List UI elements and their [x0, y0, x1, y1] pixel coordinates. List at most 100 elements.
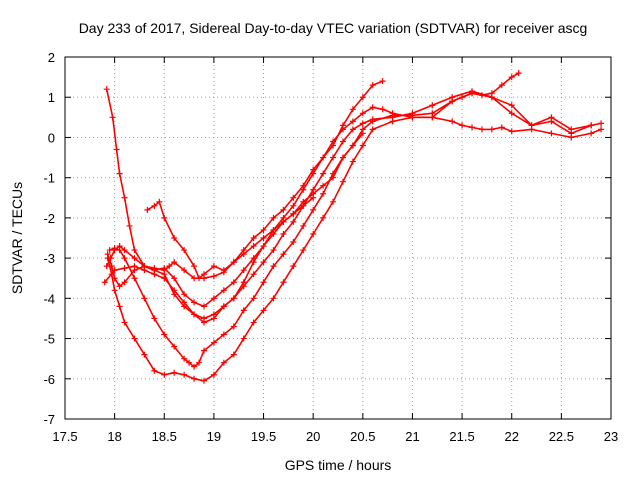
data-point-marker: [300, 247, 307, 254]
data-point-marker: [200, 347, 207, 354]
data-point-marker: [250, 319, 257, 326]
data-point-marker: [240, 267, 247, 274]
data-point-marker: [171, 275, 178, 282]
data-point-marker: [109, 114, 116, 121]
data-point-marker: [210, 295, 217, 302]
series-arc-7: [104, 194, 317, 290]
data-point-marker: [349, 118, 356, 125]
y-tick-label: -6: [43, 372, 55, 387]
data-point-marker: [141, 295, 148, 302]
data-point-marker: [310, 194, 317, 201]
grid-lines: [65, 57, 611, 419]
data-point-marker: [191, 311, 198, 318]
data-point-marker: [260, 243, 267, 250]
data-point-marker: [181, 299, 188, 306]
data-point-marker: [389, 114, 396, 121]
data-point-marker: [131, 335, 138, 342]
series-line: [109, 92, 592, 368]
y-tick-label: 0: [48, 130, 55, 145]
data-point-marker: [111, 287, 118, 294]
data-point-marker: [429, 102, 436, 109]
data-point-marker: [151, 315, 158, 322]
data-point-marker: [121, 255, 128, 262]
data-point-marker: [191, 275, 198, 282]
data-point-marker: [280, 251, 287, 258]
data-point-marker: [126, 222, 133, 229]
data-point-marker: [310, 206, 317, 213]
data-point-marker: [359, 130, 366, 137]
chart-title: Day 233 of 2017, Sidereal Day-to-day VTE…: [79, 20, 588, 36]
data-point-marker: [270, 247, 277, 254]
data-point-marker: [200, 275, 207, 282]
y-tick-label: -5: [43, 332, 55, 347]
data-point-marker: [230, 351, 237, 358]
data-point-marker: [191, 263, 198, 270]
data-point-marker: [171, 343, 178, 350]
data-point-marker: [161, 331, 168, 338]
data-point-marker: [240, 335, 247, 342]
data-point-marker: [230, 295, 237, 302]
series-line: [106, 116, 602, 382]
data-point-marker: [220, 359, 227, 366]
data-point-marker: [449, 118, 456, 125]
data-point-marker: [320, 154, 327, 161]
data-point-marker: [181, 291, 188, 298]
data-point-marker: [300, 202, 307, 209]
data-point-marker: [116, 243, 123, 250]
data-point-marker: [359, 110, 366, 117]
data-point-marker: [469, 88, 476, 95]
data-point-marker: [166, 263, 173, 270]
data-point-marker: [349, 158, 356, 165]
data-point-marker: [290, 218, 297, 225]
data-point-marker: [191, 375, 198, 382]
data-point-marker: [290, 194, 297, 201]
data-point-marker: [280, 279, 287, 286]
y-tick-label: -3: [43, 251, 55, 266]
data-point-marker: [181, 267, 188, 274]
data-point-marker: [191, 363, 198, 370]
data-point-marker: [369, 126, 376, 133]
data-point-marker: [141, 263, 148, 270]
data-point-marker: [121, 194, 128, 201]
data-point-marker: [449, 94, 456, 101]
data-point-marker: [196, 359, 203, 366]
data-point-marker: [409, 110, 416, 117]
x-tick-label: 18: [107, 429, 121, 444]
data-point-marker: [191, 299, 198, 306]
data-point-marker: [116, 303, 123, 310]
data-point-marker: [260, 279, 267, 286]
data-point-marker: [290, 263, 297, 270]
data-point-marker: [459, 122, 466, 129]
data-point-marker: [161, 267, 168, 274]
data-point-marker: [220, 287, 227, 294]
data-point-marker: [310, 230, 317, 237]
data-point-marker: [156, 198, 163, 205]
data-point-marker: [498, 82, 505, 89]
data-point-marker: [144, 206, 151, 213]
data-series: [101, 70, 605, 384]
data-point-marker: [290, 210, 297, 217]
data-point-marker: [528, 122, 535, 129]
x-tick-label: 22: [504, 429, 518, 444]
x-tick-label: 19: [207, 429, 221, 444]
data-point-marker: [108, 263, 115, 270]
data-point-marker: [290, 239, 297, 246]
x-tick-label: 20: [306, 429, 320, 444]
data-point-marker: [515, 70, 522, 77]
data-point-marker: [548, 130, 555, 137]
series-arc-5: [101, 88, 605, 326]
x-tick-label: 17.5: [52, 429, 77, 444]
data-point-marker: [290, 202, 297, 209]
y-axis-label: SDTVAR / TECUs: [9, 182, 25, 294]
data-point-marker: [181, 371, 188, 378]
data-point-marker: [270, 295, 277, 302]
data-point-marker: [359, 120, 366, 127]
data-point-marker: [598, 126, 605, 133]
data-point-marker: [103, 86, 110, 93]
data-point-marker: [588, 122, 595, 129]
data-point-marker: [359, 142, 366, 149]
y-tick-label: -2: [43, 211, 55, 226]
data-point-marker: [260, 307, 267, 314]
data-point-marker: [330, 154, 337, 161]
